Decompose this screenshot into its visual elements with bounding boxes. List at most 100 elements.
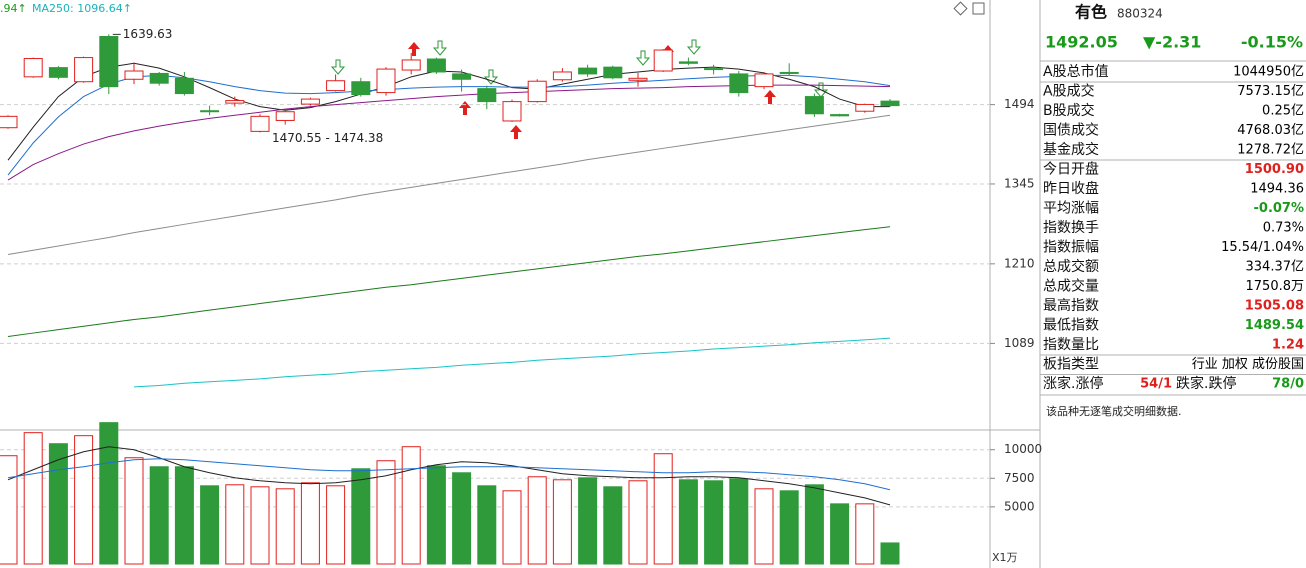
volume-bar xyxy=(678,479,698,565)
breadth-label: 跌家.跌停 xyxy=(1176,375,1236,392)
row-value: 334.37亿 xyxy=(1246,260,1305,275)
candle-body xyxy=(502,101,522,122)
ma-line xyxy=(133,337,891,388)
price-change: ▼-2.31 xyxy=(1143,33,1201,52)
candle-body xyxy=(300,98,320,105)
row-label: 指数振幅 xyxy=(1043,240,1099,256)
candle-body xyxy=(855,103,875,112)
volume-bar xyxy=(0,455,18,565)
row-label: 平均涨幅 xyxy=(1043,201,1099,217)
row-label: 指数量比 xyxy=(1043,337,1099,353)
ma-line xyxy=(7,62,890,161)
breadth-label: 涨家.涨停 xyxy=(1043,375,1103,392)
volume-bar xyxy=(653,453,673,565)
tool-icon[interactable] xyxy=(972,2,985,15)
volume-bar xyxy=(628,480,648,565)
volume-bar xyxy=(174,466,194,565)
volume-bar xyxy=(452,472,472,565)
candle-body xyxy=(779,71,799,74)
candle-body xyxy=(225,100,245,104)
candle-body xyxy=(830,114,850,117)
candle-body xyxy=(729,73,749,94)
row-label: 国债成交 xyxy=(1043,122,1099,139)
last-price: 1492.05 xyxy=(1045,33,1118,52)
row-value: 1494.36 xyxy=(1250,182,1304,197)
tool-icon[interactable] xyxy=(953,1,968,16)
candle-body xyxy=(426,58,446,73)
row-value: -0.07% xyxy=(1254,201,1305,216)
volume-bar xyxy=(200,485,220,565)
volume-bar xyxy=(477,485,497,565)
y-tick-label: 5000 xyxy=(1004,499,1035,513)
row-label: 板指类型 xyxy=(1043,357,1099,373)
row-value: 1.24 xyxy=(1272,338,1304,353)
candle-body xyxy=(376,68,396,94)
candle-body xyxy=(477,88,497,103)
row-label: A股成交 xyxy=(1043,83,1095,100)
volume-bar xyxy=(779,490,799,565)
candle-body xyxy=(74,57,94,83)
candle-body xyxy=(23,58,43,78)
volume-bar xyxy=(74,435,94,565)
candle-body xyxy=(326,80,346,92)
row-label: 昨日收盘 xyxy=(1043,180,1099,197)
volume-bar xyxy=(729,478,749,565)
volume-bar xyxy=(250,486,270,565)
volume-bar xyxy=(401,446,421,565)
candle-body xyxy=(174,77,194,95)
volume-bar xyxy=(149,466,169,565)
y-tick-label: 1089 xyxy=(1004,336,1035,350)
row-value: 1500.90 xyxy=(1245,162,1304,177)
row-value: 1750.8万 xyxy=(1246,279,1305,294)
candle-body xyxy=(804,96,824,115)
ma-line xyxy=(7,84,891,181)
row-value: 0.73% xyxy=(1263,221,1304,236)
volume-bar xyxy=(275,488,295,565)
volume-bar xyxy=(603,486,623,565)
candle-body xyxy=(527,80,547,103)
candle-body xyxy=(704,68,724,71)
y-tick-label: 1494 xyxy=(1004,97,1035,111)
candle-body xyxy=(250,115,270,132)
candle-body xyxy=(628,77,648,81)
volume-bar xyxy=(99,422,119,565)
row-value: 1505.08 xyxy=(1245,299,1304,314)
volume-bar xyxy=(124,457,144,565)
candle-body xyxy=(0,115,18,129)
row-value: 1044950亿 xyxy=(1233,65,1304,80)
volume-bar xyxy=(426,465,446,565)
volume-bar xyxy=(880,542,900,565)
price-change-pct: -0.15% xyxy=(1241,33,1303,52)
candle-body xyxy=(149,72,169,84)
row-label: 总成交额 xyxy=(1043,258,1099,275)
candle-body xyxy=(552,71,572,81)
low-label: 1470.55 - 1474.38 xyxy=(272,131,383,145)
ma-header: MA250: 1096.64↑ xyxy=(32,2,132,15)
ma-line xyxy=(7,114,891,256)
volume-bar xyxy=(754,488,774,565)
candle-body xyxy=(124,70,144,80)
y-tick-label: 10000 xyxy=(1004,442,1042,456)
row-value: 0.25亿 xyxy=(1262,104,1304,119)
row-label: A股总市值 xyxy=(1043,63,1109,80)
row-label: B股成交 xyxy=(1043,102,1095,119)
volume-bar xyxy=(855,503,875,565)
breadth-value: 54/1 xyxy=(1140,377,1172,392)
volume-bar xyxy=(225,484,245,565)
volume-bar xyxy=(552,479,572,565)
candle-body xyxy=(578,67,598,75)
candle-body xyxy=(754,73,774,88)
row-label: 今日开盘 xyxy=(1043,161,1099,178)
row-value: 1278.72亿 xyxy=(1237,143,1304,158)
volume-bar xyxy=(300,482,320,565)
candle-body xyxy=(452,73,472,80)
volume-bar xyxy=(704,480,724,565)
volume-bar xyxy=(502,490,522,565)
volume-bar xyxy=(804,484,824,565)
security-code: 880324 xyxy=(1117,7,1163,21)
y-tick-label: 1345 xyxy=(1004,176,1035,190)
row-value: 行业 加权 成份股国 xyxy=(1192,356,1304,372)
candle-body xyxy=(275,111,295,121)
volume-bar xyxy=(527,476,547,565)
